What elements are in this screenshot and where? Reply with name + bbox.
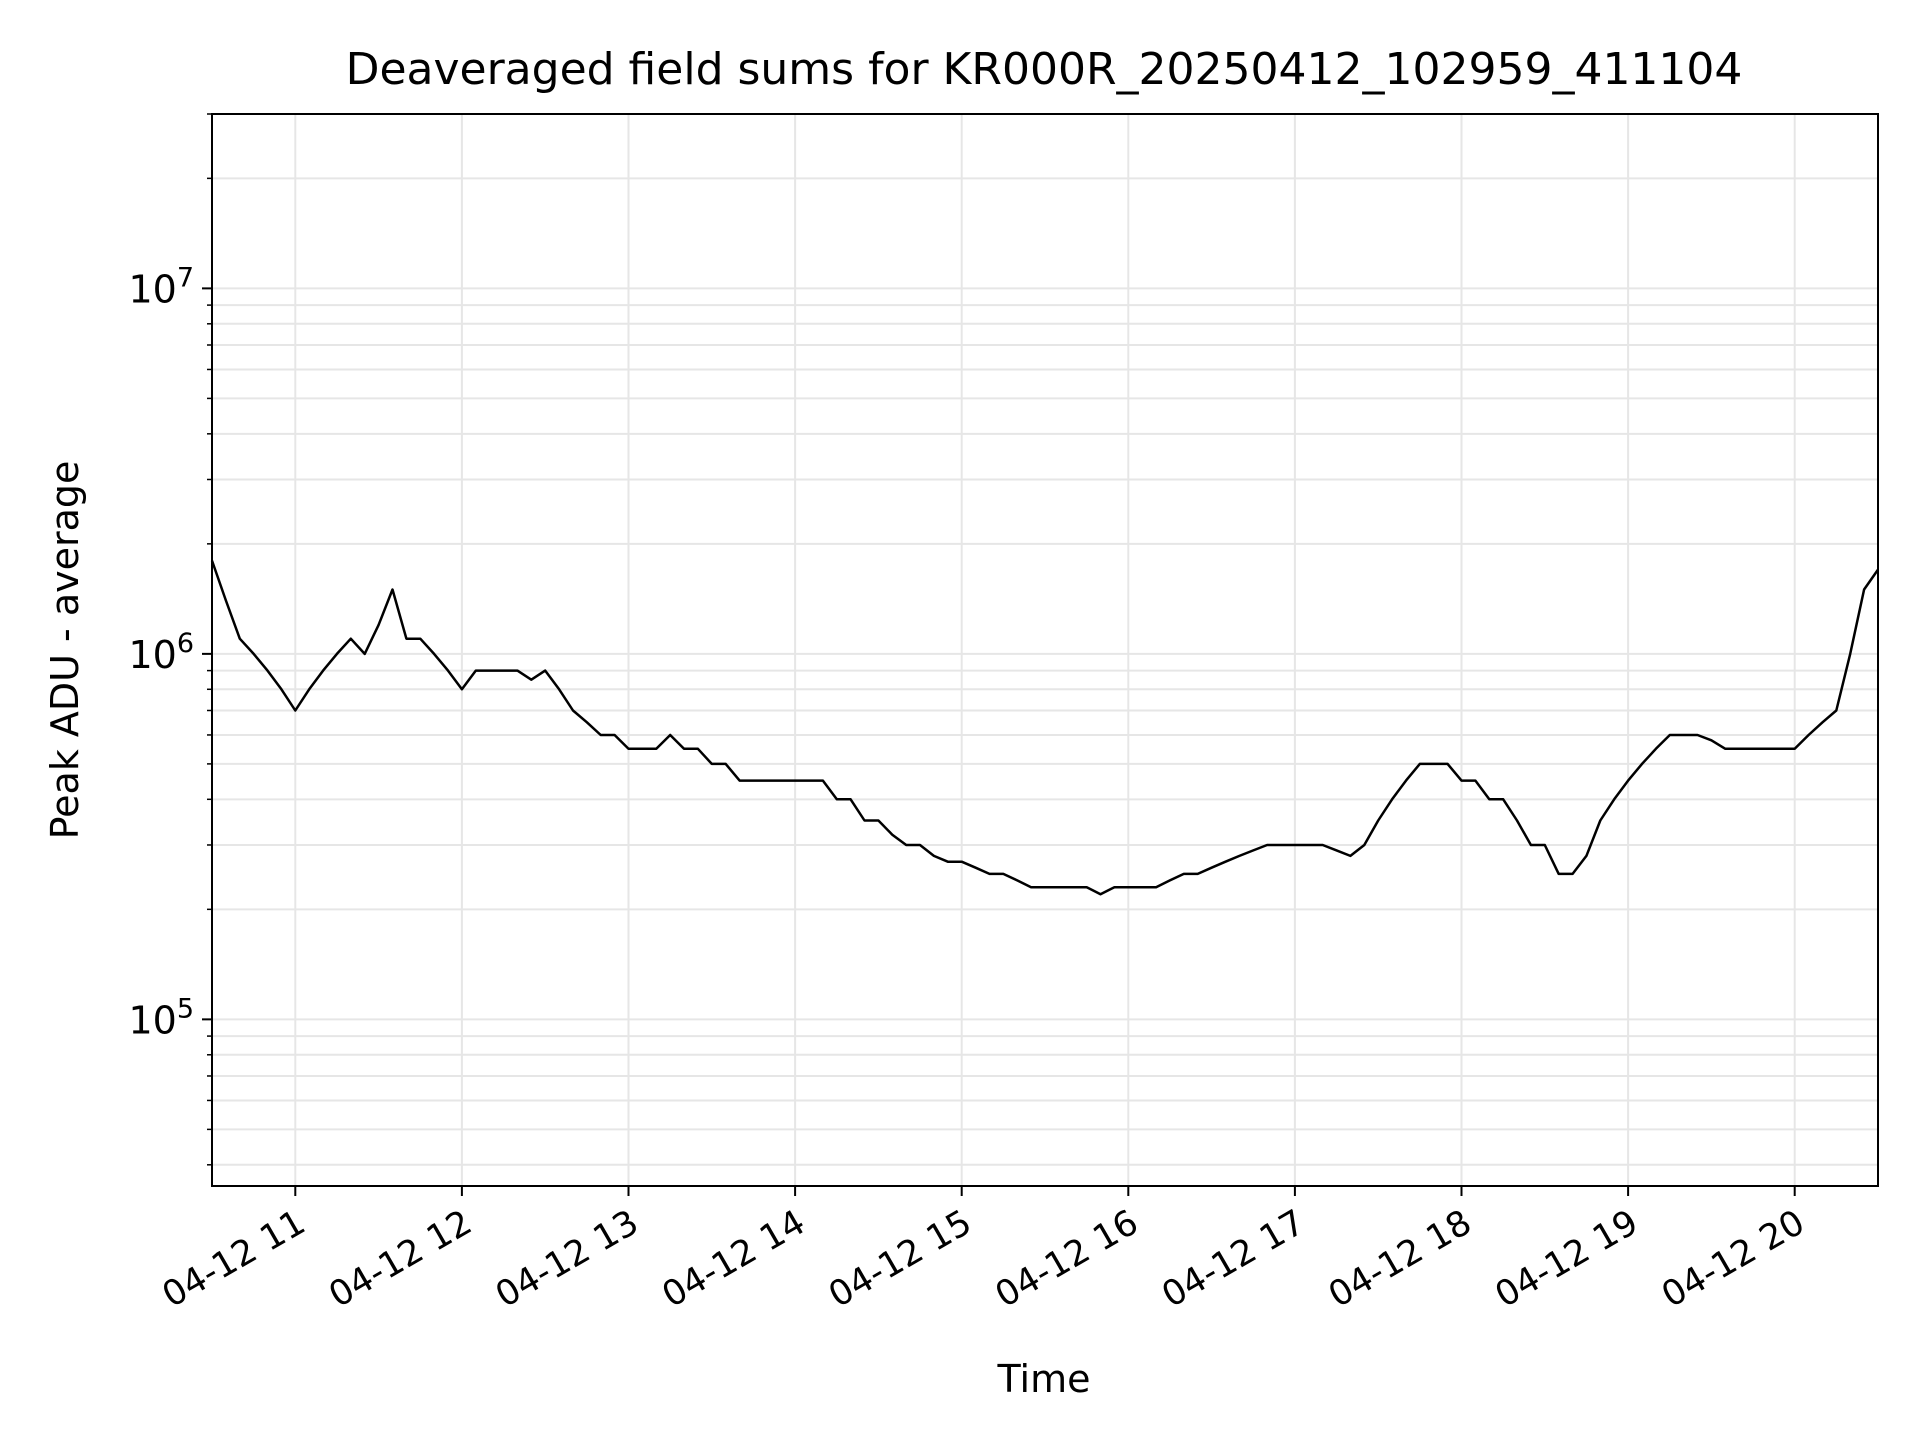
grid [212, 113, 1878, 1186]
chart-title: Deaveraged field sums for KR000R_2025041… [346, 44, 1743, 95]
y-axis-label: Peak ADU - average [43, 461, 87, 840]
y-tick-label: 107 [128, 262, 194, 311]
x-axis-label: Time [997, 1357, 1091, 1401]
data-line [210, 560, 1880, 896]
y-tick-label: 105 [128, 993, 194, 1042]
series-layer [210, 560, 1880, 896]
plot-frame [211, 113, 1879, 1187]
y-tick-label: 106 [128, 628, 194, 677]
